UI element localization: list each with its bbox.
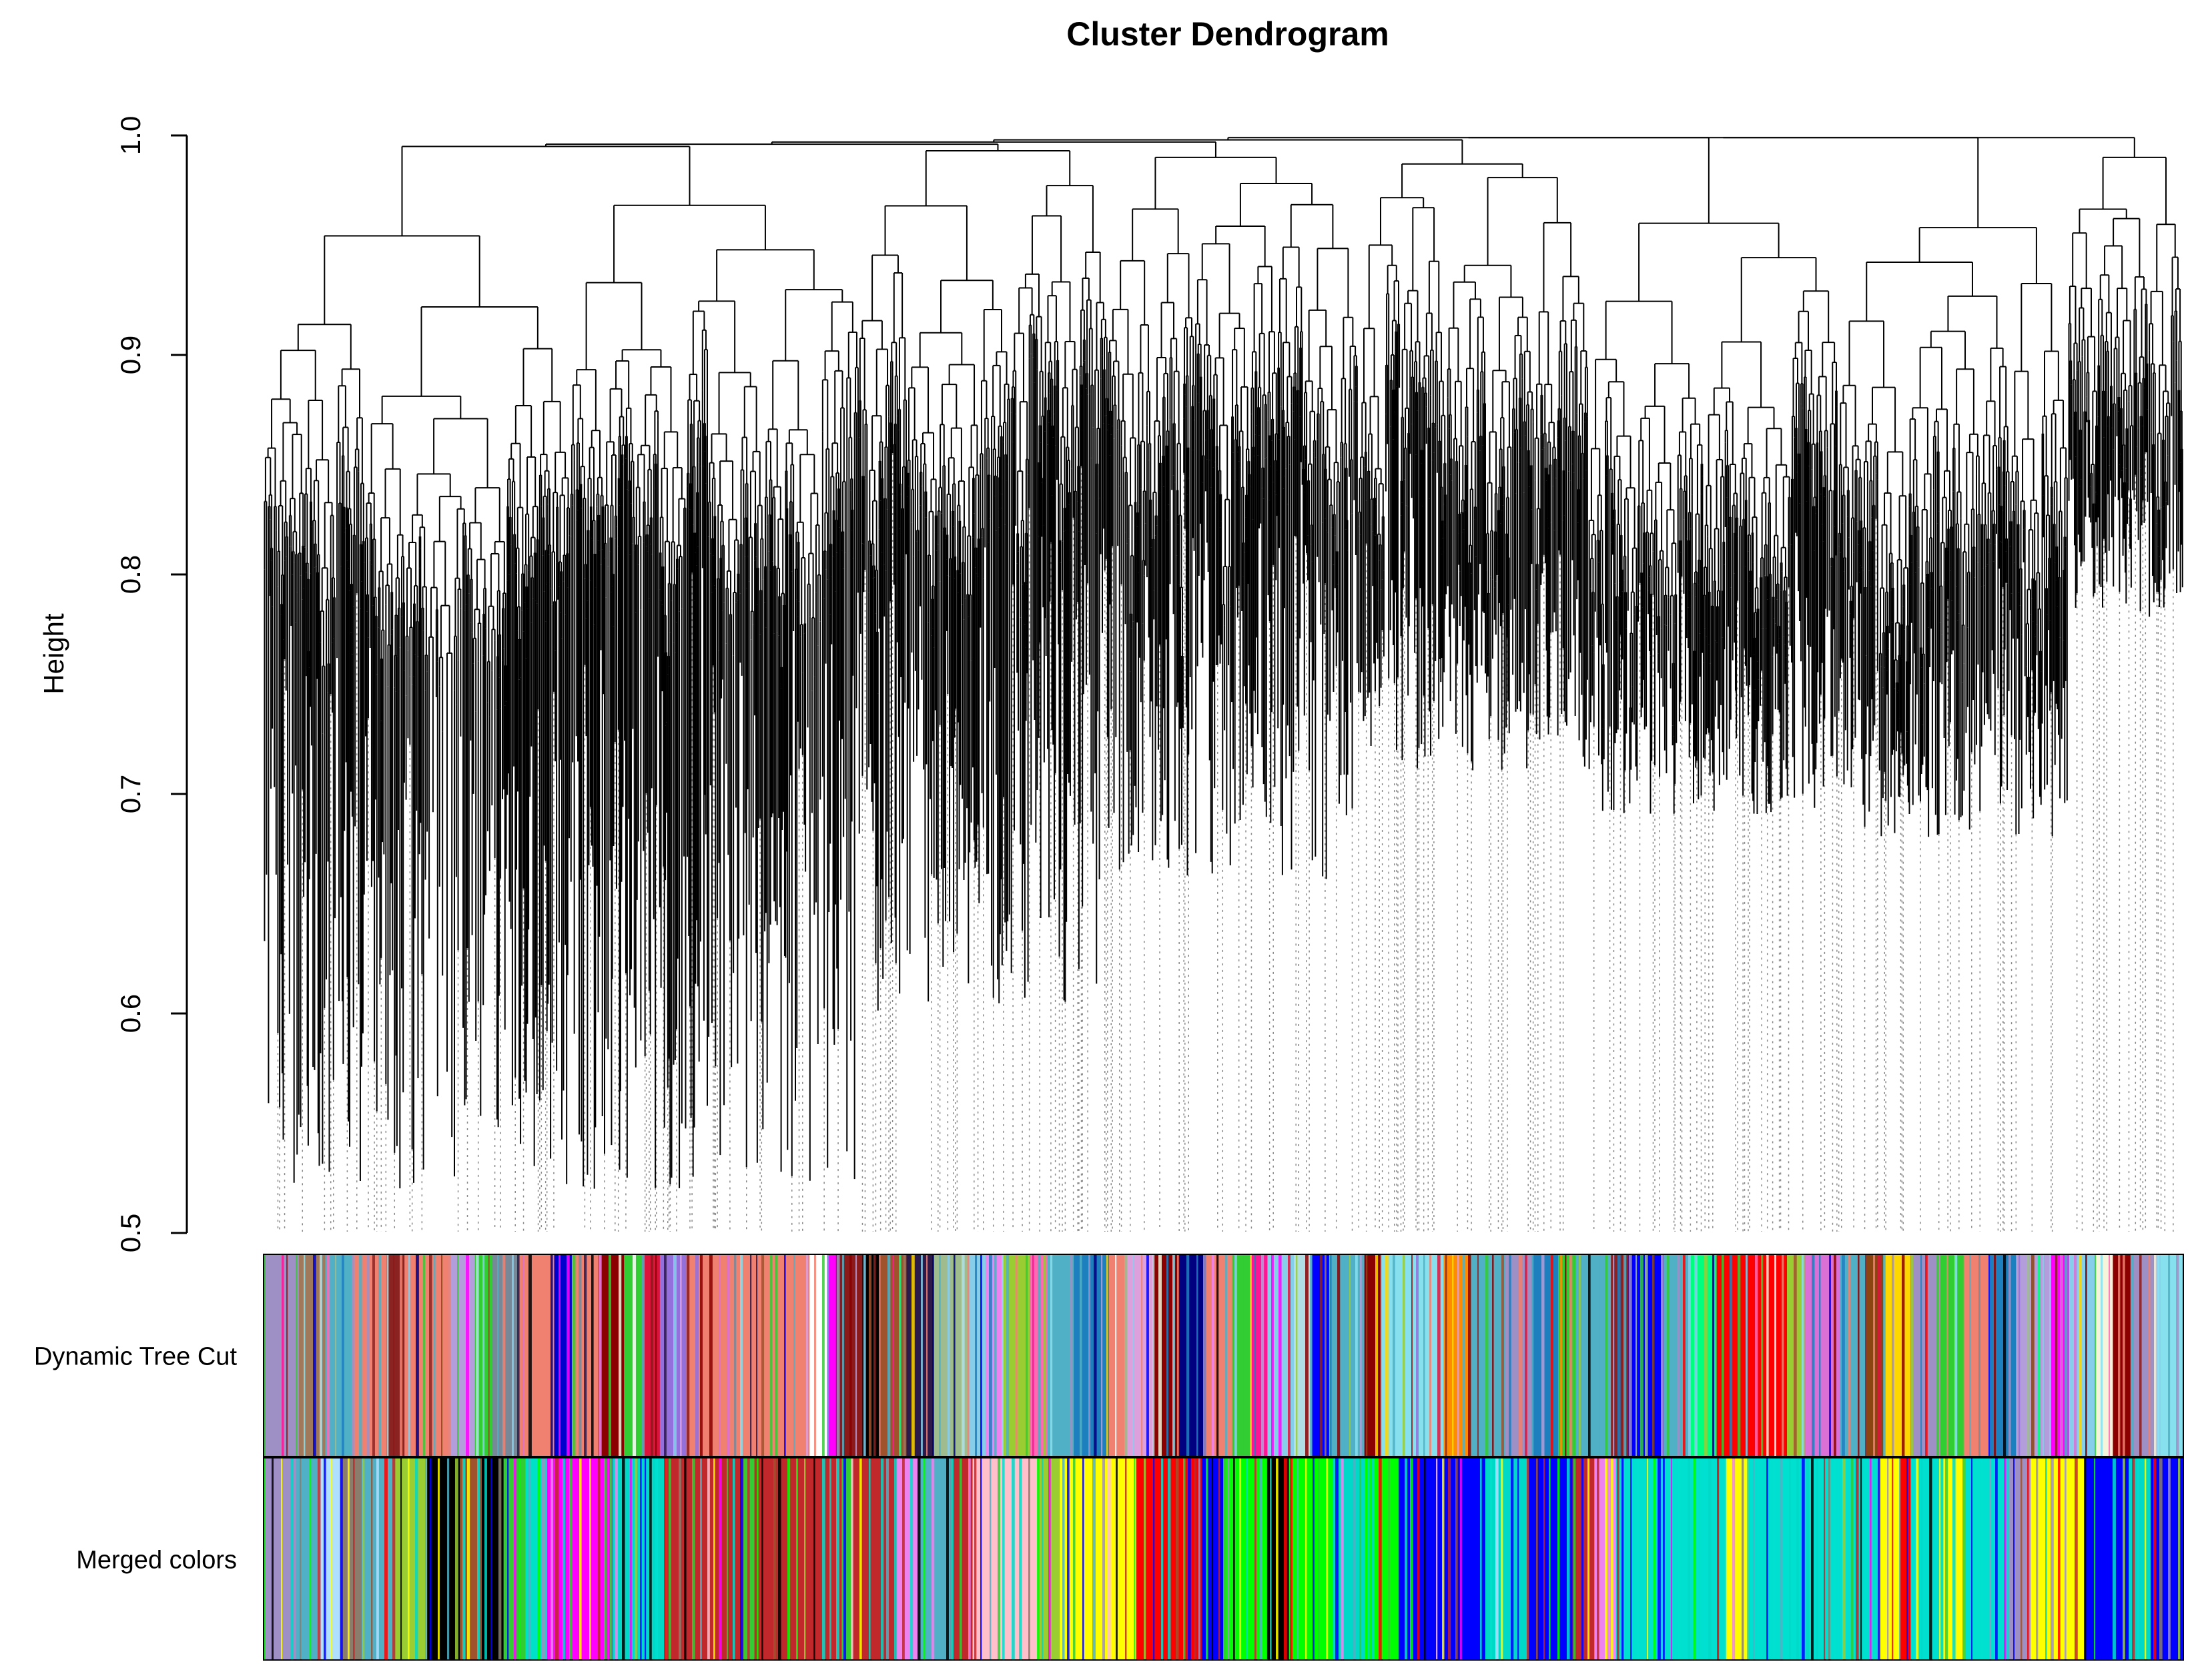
y-tick-label: 0.7 (115, 775, 146, 813)
y-axis-label: Height (38, 613, 69, 695)
dendrogram-cluster (1358, 163, 1588, 771)
leaf-guide-lines (277, 452, 2174, 1232)
chart-title: Cluster Dendrogram (1066, 15, 1389, 53)
y-tick-label: 0.8 (115, 555, 146, 594)
dendrogram-tree (264, 137, 2183, 1189)
y-tick-label: 0.5 (115, 1214, 146, 1252)
dendrogram-cluster (858, 150, 1108, 1011)
dendrogram-cluster (1108, 156, 1358, 879)
y-axis: 0.5 0.6 0.7 0.8 0.9 1.0 (115, 116, 188, 1252)
y-tick-label: 1.0 (115, 116, 146, 155)
dendrogram-cluster (1588, 222, 1838, 815)
dendrogram-cluster (264, 145, 859, 1189)
y-tick-label: 0.9 (115, 336, 146, 374)
y-tick-label: 0.6 (115, 994, 146, 1033)
